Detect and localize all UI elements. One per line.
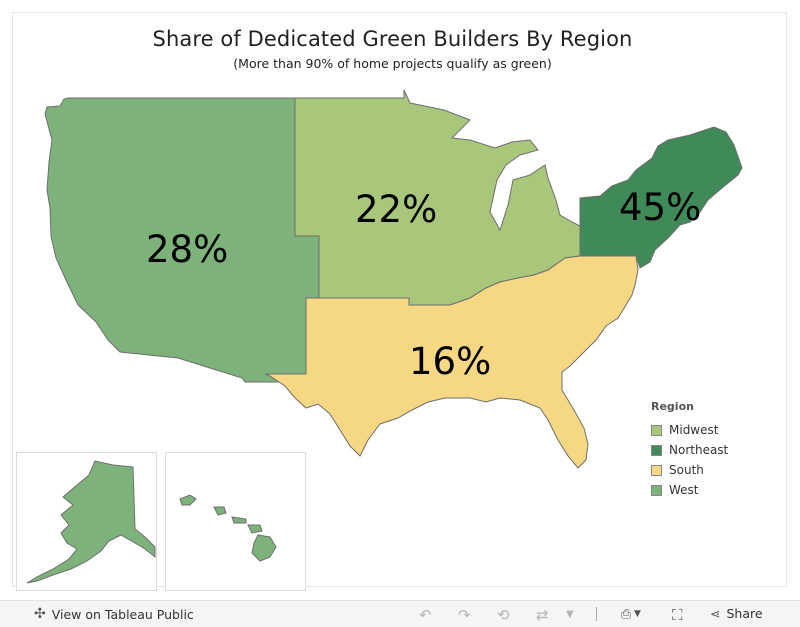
hawaii-map <box>179 494 277 562</box>
redo-icon[interactable]: ↷ <box>458 606 471 624</box>
region-value-west: 28% <box>146 228 229 271</box>
legend-label: Northeast <box>669 443 729 457</box>
toolbar-divider <box>596 607 597 621</box>
chevron-down-icon[interactable]: ▼ <box>566 609 574 620</box>
download-icon[interactable]: ⎙ ▼ <box>621 606 641 621</box>
hawaii-island-big-island[interactable] <box>251 534 277 562</box>
legend-label: Midwest <box>669 423 719 437</box>
legend-swatch <box>651 484 662 496</box>
view-on-tableau-link[interactable]: ✣ View on Tableau Public <box>34 606 194 622</box>
legend-item-west[interactable]: West <box>651 480 728 500</box>
hawaii-island-kauai[interactable] <box>179 494 197 506</box>
tableau-logo-icon: ✣ <box>34 606 46 622</box>
region-northeast[interactable] <box>579 126 743 269</box>
region-value-northeast: 45% <box>619 186 702 229</box>
legend-item-midwest[interactable]: Midwest <box>651 420 728 440</box>
legend: Region Midwest Northeast South West <box>651 400 728 500</box>
region-alaska[interactable] <box>26 460 156 584</box>
share-icon: ⋖ <box>710 606 721 621</box>
undo-icon[interactable]: ↶ <box>419 606 432 624</box>
legend-label: South <box>669 463 704 477</box>
map-title: Share of Dedicated Green Builders By Reg… <box>152 27 633 51</box>
tableau-toolbar: ✣ View on Tableau Public ↶ ↷ ⟲ ⇄ ▼ ⎙ ▼ ⛶ … <box>0 600 800 627</box>
map-subtitle: (More than 90% of home projects qualify … <box>233 56 552 71</box>
us-map <box>44 89 743 469</box>
legend-swatch <box>651 444 662 456</box>
region-value-south: 16% <box>409 340 492 383</box>
view-on-tableau-label: View on Tableau Public <box>51 606 194 622</box>
alaska-map <box>26 460 156 584</box>
legend-label: West <box>669 483 699 497</box>
region-midwest[interactable] <box>294 89 581 306</box>
refresh-icon[interactable]: ⇄ <box>536 606 549 624</box>
legend-swatch <box>651 424 662 436</box>
region-south[interactable] <box>264 255 639 469</box>
alaska-inset <box>16 452 157 591</box>
hawaii-island-oahu[interactable] <box>213 506 227 516</box>
region-value-midwest: 22% <box>355 188 438 231</box>
hawaii-island-molokai[interactable] <box>231 516 247 524</box>
legend-item-south[interactable]: South <box>651 460 728 480</box>
legend-swatch <box>651 464 662 476</box>
revert-icon[interactable]: ⟲ <box>497 606 510 624</box>
fullscreen-icon[interactable]: ⛶ <box>672 606 683 624</box>
legend-item-northeast[interactable]: Northeast <box>651 440 728 460</box>
hawaii-island-maui[interactable] <box>247 524 263 534</box>
share-label: Share <box>726 606 763 621</box>
share-button[interactable]: ⋖ Share <box>710 606 763 621</box>
legend-title: Region <box>651 400 694 413</box>
hawaii-inset <box>165 452 306 591</box>
